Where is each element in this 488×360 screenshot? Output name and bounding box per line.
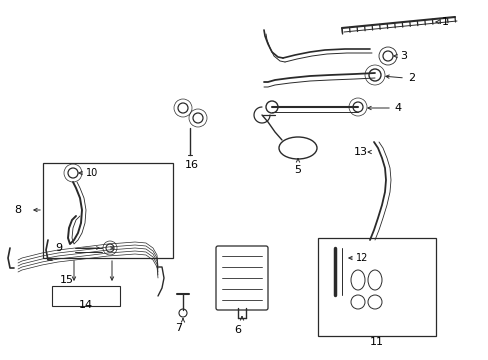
Text: 6: 6 <box>234 325 241 335</box>
Text: 5: 5 <box>293 165 301 175</box>
Text: 16: 16 <box>184 160 199 170</box>
Text: 13: 13 <box>353 147 367 157</box>
Text: 3: 3 <box>399 51 406 61</box>
Text: 12: 12 <box>355 253 367 263</box>
Text: 8: 8 <box>15 205 21 215</box>
Text: 14: 14 <box>79 300 93 310</box>
Bar <box>43 163 173 258</box>
Text: 7: 7 <box>175 323 182 333</box>
Text: 1: 1 <box>441 17 448 27</box>
Text: 2: 2 <box>407 73 414 83</box>
Text: 9: 9 <box>55 243 62 253</box>
Bar <box>317 238 435 336</box>
Text: 4: 4 <box>393 103 400 113</box>
Bar <box>52 286 120 306</box>
Text: 11: 11 <box>369 337 383 347</box>
Text: 10: 10 <box>86 168 98 178</box>
Text: 15: 15 <box>60 275 74 285</box>
